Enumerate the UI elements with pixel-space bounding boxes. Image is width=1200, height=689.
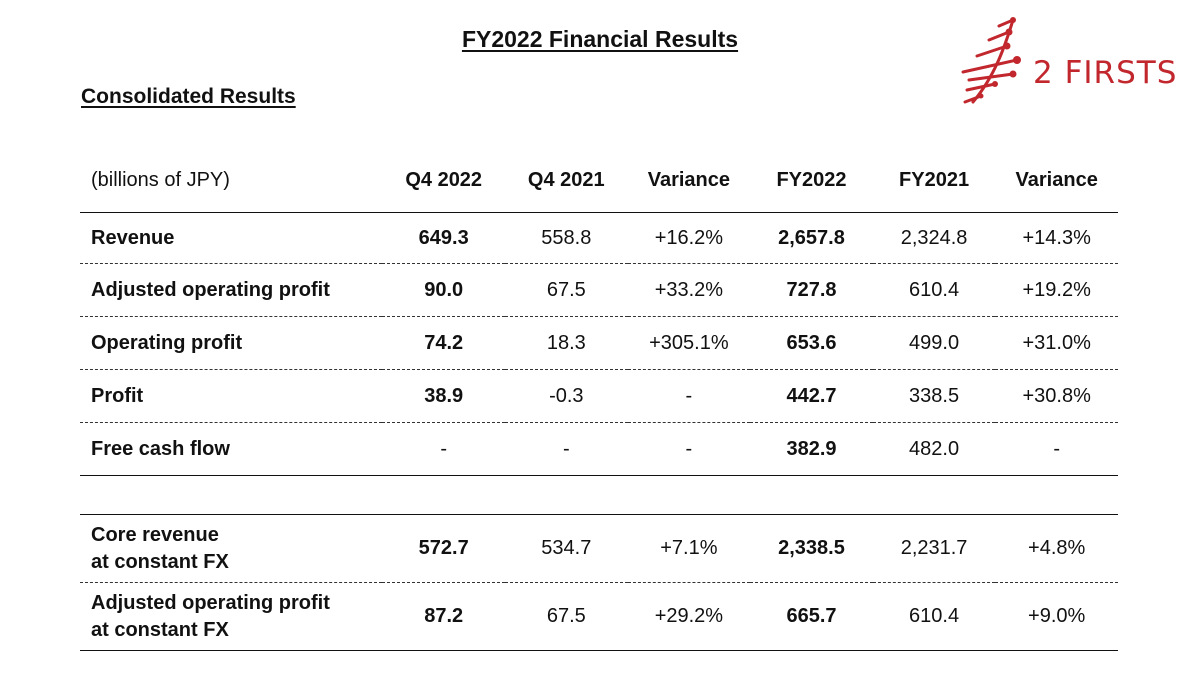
table-cell: 90.0 [424, 278, 464, 301]
table-row: Profit 38.9 -0.3 - 442.7 338.5 +30.8% [80, 370, 1118, 423]
table-cell: - [440, 437, 448, 460]
table-cell: +305.1% [649, 331, 729, 354]
table-cell: 18.3 [546, 331, 586, 354]
row-label: Free cash flow [91, 437, 230, 460]
table-cell: 382.9 [786, 437, 837, 460]
row-label: Operating profit [91, 331, 243, 354]
row-label-line: at constant FX [91, 618, 229, 641]
table-cell: -0.3 [549, 384, 584, 407]
table-cell: 572.7 [418, 537, 469, 559]
table-cell: - [1053, 437, 1061, 460]
row-label-line: at constant FX [91, 550, 229, 573]
table-cell: 67.5 [546, 605, 586, 627]
table-cell: 665.7 [786, 605, 837, 627]
table-row: Core revenue at constant FX 572.7 534.7 … [80, 515, 1118, 583]
table-cell: 482.0 [909, 437, 960, 460]
table-cell: 534.7 [541, 537, 592, 559]
table-cell: +33.2% [654, 278, 724, 301]
table-cell: +16.2% [654, 226, 724, 249]
table-cell: 2,657.8 [778, 226, 845, 249]
brand-logo: 2 FIRSTS [955, 16, 1176, 108]
table-header-row: (billions of JPY) Q4 2022 Q4 2021 Varian… [80, 148, 1118, 213]
financial-results-table: (billions of JPY) Q4 2022 Q4 2021 Varian… [80, 148, 1118, 651]
column-header: FY2021 [899, 168, 970, 191]
table-cell: +9.0% [1028, 605, 1086, 627]
table-cell: 610.4 [909, 278, 960, 301]
column-header: Variance [647, 168, 731, 191]
table-cell: 653.6 [786, 331, 837, 354]
table-cell: - [562, 437, 570, 460]
table-cell: +4.8% [1028, 537, 1086, 559]
table-cell: 38.9 [424, 384, 464, 407]
table-row: Adjusted operating profit 90.0 67.5 +33.… [80, 264, 1118, 317]
table-row: Adjusted operating profit at constant FX… [80, 583, 1118, 651]
table-row: Operating profit 74.2 18.3 +305.1% 653.6… [80, 317, 1118, 370]
table-cell: +31.0% [1022, 331, 1091, 354]
unit-label: (billions of JPY) [91, 168, 230, 191]
table-cell: 499.0 [909, 331, 960, 354]
table-row: Free cash flow - - - 382.9 482.0 - [80, 423, 1118, 476]
table-cell: 2,338.5 [778, 537, 845, 559]
row-label: Profit [91, 384, 144, 407]
table-cell: 2,231.7 [900, 537, 968, 559]
table-cell: 338.5 [909, 384, 960, 407]
table-cell: 727.8 [786, 278, 837, 301]
table-cell: +7.1% [660, 537, 718, 559]
table-spacer [80, 476, 1118, 515]
column-header: Q4 2021 [527, 168, 605, 191]
table-cell: 2,324.8 [900, 226, 968, 249]
table-cell: 87.2 [424, 605, 464, 627]
page-title: FY2022 Financial Results [461, 26, 739, 52]
table-cell: +30.8% [1022, 384, 1091, 407]
table-cell: 649.3 [418, 226, 469, 249]
table-cell: 67.5 [546, 278, 586, 301]
row-label-line: Adjusted operating profit [91, 591, 330, 614]
row-label: Core revenue at constant FX [80, 515, 382, 583]
table-cell: 442.7 [786, 384, 837, 407]
row-label: Adjusted operating profit [91, 278, 330, 301]
table-cell: +14.3% [1022, 226, 1091, 249]
table-cell: 610.4 [909, 605, 960, 627]
row-label: Adjusted operating profit at constant FX [80, 583, 382, 651]
column-header: Q4 2022 [405, 168, 483, 191]
column-header: Variance [1015, 168, 1098, 191]
table-cell: 558.8 [541, 226, 592, 249]
row-label: Revenue [91, 226, 175, 249]
logo-mark-icon [961, 17, 1021, 104]
table-cell: +19.2% [1022, 278, 1091, 301]
logo-wordmark: 2 FIRSTS [1033, 55, 1178, 91]
table-cell: 74.2 [424, 331, 464, 354]
section-heading: Consolidated Results [81, 85, 296, 108]
table-cell: - [685, 437, 693, 460]
column-header: FY2022 [776, 168, 847, 191]
table-cell: +29.2% [654, 605, 724, 627]
row-label-line: Core revenue [91, 523, 219, 546]
table-row: Revenue 649.3 558.8 +16.2% 2,657.8 2,324… [80, 213, 1118, 264]
table-cell: - [685, 384, 693, 407]
